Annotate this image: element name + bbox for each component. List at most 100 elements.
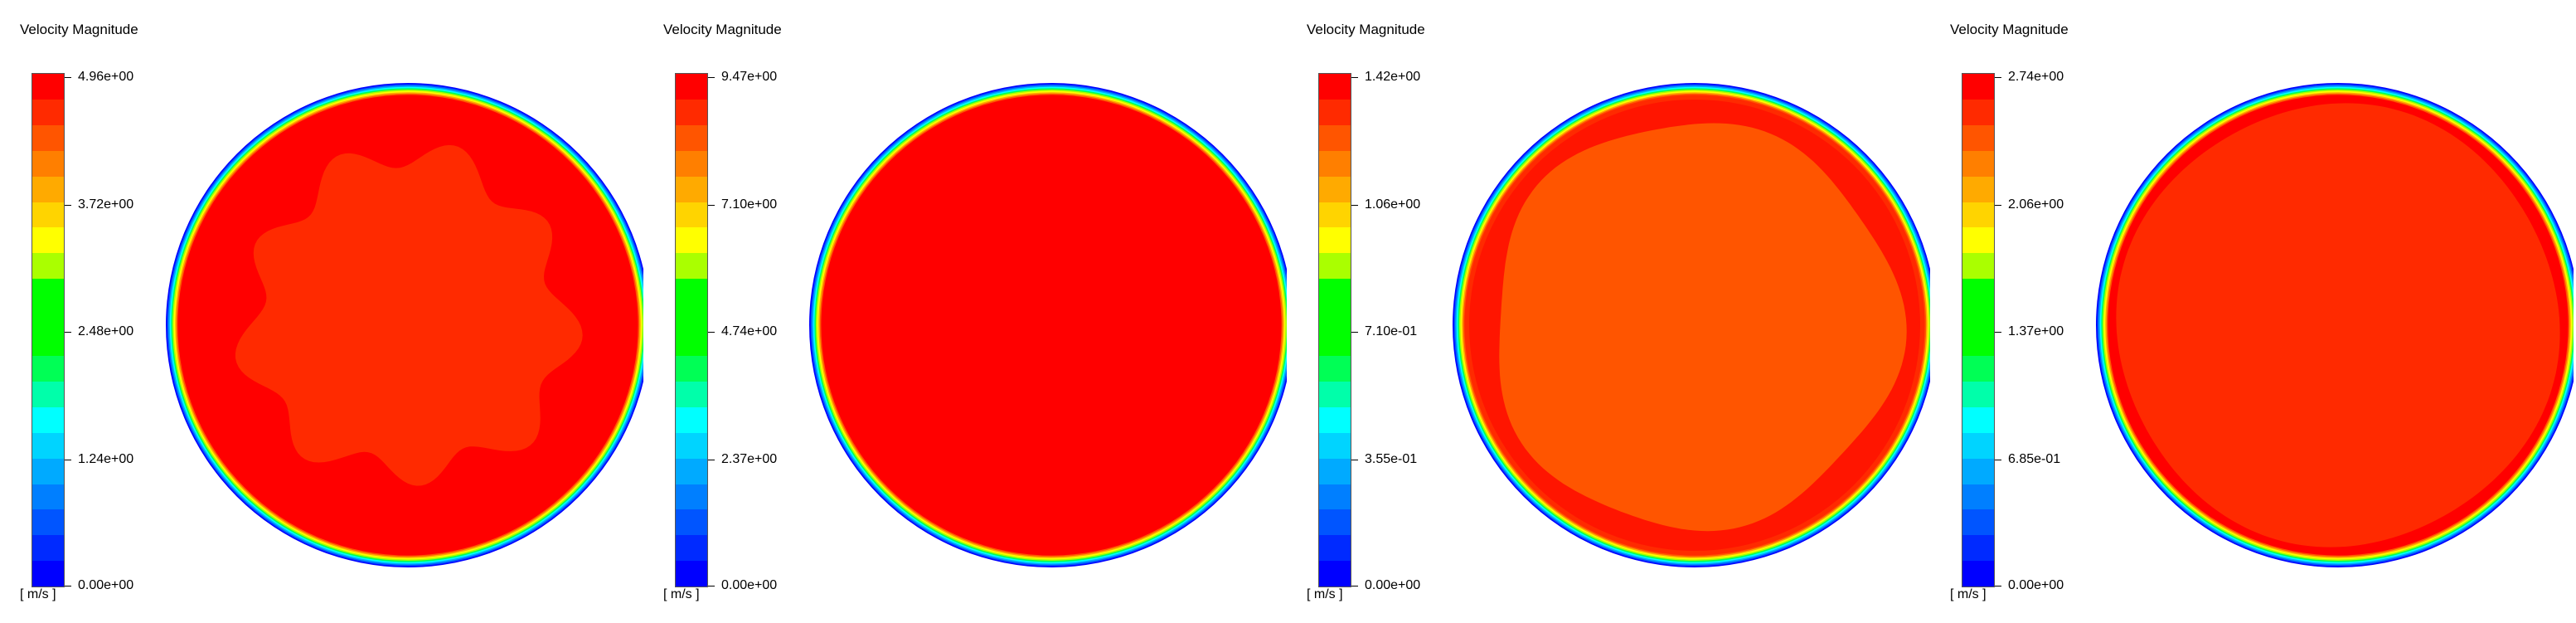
legend-title: Velocity Magnitude bbox=[1950, 22, 2069, 37]
legend-color-segment bbox=[32, 202, 64, 228]
legend-tick-max: 1.42e+00 bbox=[1365, 70, 1421, 84]
legend-color-segment bbox=[1962, 304, 1994, 331]
legend-unit: [ m/s ] bbox=[20, 587, 56, 601]
legend-color-segment bbox=[1962, 561, 1994, 587]
legend-color-segment bbox=[676, 330, 707, 356]
legend-color-segment bbox=[676, 458, 707, 484]
legend-color-segment bbox=[1319, 176, 1351, 202]
legend-color-segment bbox=[1319, 535, 1351, 562]
legend-color-segment bbox=[1962, 202, 1994, 228]
legend-tick-mid: 1.37e+00 bbox=[2008, 324, 2064, 338]
legend-color-segment bbox=[1962, 74, 1994, 100]
legend-color-segment bbox=[32, 124, 64, 151]
legend-color-segment bbox=[32, 535, 64, 562]
legend-color-segment bbox=[676, 535, 707, 562]
legend-color-segment bbox=[1319, 458, 1351, 484]
legend-color-segment bbox=[32, 99, 64, 125]
legend-tick-q3: 1.06e+00 bbox=[1365, 197, 1421, 212]
contour-panel-4: Velocity Magnitude 2.74e+00 2.06e+00 1.3… bbox=[1930, 0, 2574, 623]
legend-color-segment bbox=[32, 150, 64, 177]
legend-tick-mark bbox=[708, 77, 715, 78]
legend-color-segment bbox=[32, 406, 64, 433]
legend-tick-mark bbox=[65, 77, 71, 78]
legend-color-segment bbox=[1962, 509, 1994, 536]
legend-color-segment bbox=[1962, 458, 1994, 484]
velocity-contour-disk bbox=[1453, 83, 1930, 567]
legend-color-segment bbox=[1319, 484, 1351, 510]
contour-panel-3: Velocity Magnitude 1.42e+00 1.06e+00 7.1… bbox=[1287, 0, 1930, 623]
legend-color-segment bbox=[32, 74, 64, 100]
legend-color-segment bbox=[676, 150, 707, 177]
legend-color-segment bbox=[1962, 330, 1994, 356]
legend-color-segment bbox=[676, 74, 707, 100]
legend-tick-mark bbox=[1995, 332, 2001, 333]
legend-color-segment bbox=[32, 381, 64, 407]
legend-color-segment bbox=[1319, 304, 1351, 331]
color-legend-bar bbox=[675, 73, 708, 587]
legend-color-segment bbox=[32, 561, 64, 587]
color-legend-bar bbox=[1318, 73, 1351, 587]
legend-tick-mark bbox=[1995, 77, 2001, 78]
legend-title: Velocity Magnitude bbox=[663, 22, 782, 37]
legend-tick-q1: 3.55e-01 bbox=[1365, 452, 1418, 466]
color-legend-bar bbox=[32, 73, 65, 587]
legend-color-segment bbox=[1962, 99, 1994, 125]
legend-tick-q1: 6.85e-01 bbox=[2008, 452, 2061, 466]
legend-color-segment bbox=[32, 330, 64, 356]
legend-color-segment bbox=[1319, 355, 1351, 382]
contour-panel-2: Velocity Magnitude 9.47e+00 7.10e+00 4.7… bbox=[643, 0, 1287, 623]
legend-color-segment bbox=[1962, 124, 1994, 151]
velocity-contour-disk bbox=[809, 83, 1287, 567]
velocity-contour-disk bbox=[2096, 83, 2574, 567]
legend-color-segment bbox=[1319, 150, 1351, 177]
legend-color-segment bbox=[676, 99, 707, 125]
legend-color-segment bbox=[32, 176, 64, 202]
legend-color-segment bbox=[1319, 381, 1351, 407]
legend-color-segment bbox=[676, 406, 707, 433]
legend-color-segment bbox=[1962, 484, 1994, 510]
legend-color-segment bbox=[676, 561, 707, 587]
legend-tick-q3: 3.72e+00 bbox=[78, 197, 134, 212]
legend-color-segment bbox=[1962, 535, 1994, 562]
legend-color-segment bbox=[676, 304, 707, 331]
legend-unit: [ m/s ] bbox=[1950, 587, 1987, 601]
legend-tick-mark bbox=[708, 205, 715, 206]
legend-color-segment bbox=[676, 176, 707, 202]
velocity-contour-region bbox=[2116, 103, 2560, 548]
legend-color-segment bbox=[32, 304, 64, 331]
legend-tick-q1: 2.37e+00 bbox=[721, 452, 778, 466]
legend-tick-mark bbox=[708, 332, 715, 333]
legend-color-segment bbox=[676, 509, 707, 536]
legend-tick-q3: 2.06e+00 bbox=[2008, 197, 2064, 212]
legend-tick-max: 9.47e+00 bbox=[721, 70, 778, 84]
legend-color-segment bbox=[1319, 561, 1351, 587]
legend-color-segment bbox=[1319, 279, 1351, 305]
legend-tick-min: 0.00e+00 bbox=[721, 578, 778, 592]
legend-tick-mark bbox=[1351, 332, 1358, 333]
legend-color-segment bbox=[676, 279, 707, 305]
legend-tick-max: 4.96e+00 bbox=[78, 70, 134, 84]
legend-color-segment bbox=[676, 253, 707, 280]
legend-color-segment bbox=[1962, 406, 1994, 433]
legend-color-segment bbox=[1319, 227, 1351, 254]
legend-tick-mark bbox=[65, 205, 71, 206]
legend-color-segment bbox=[1319, 406, 1351, 433]
legend-tick-q1: 1.24e+00 bbox=[78, 452, 134, 466]
legend-color-segment bbox=[676, 381, 707, 407]
legend-color-segment bbox=[32, 432, 64, 459]
legend-tick-min: 0.00e+00 bbox=[1365, 578, 1421, 592]
legend-color-segment bbox=[1962, 227, 1994, 254]
legend-title: Velocity Magnitude bbox=[20, 22, 138, 37]
legend-color-segment bbox=[1962, 432, 1994, 459]
legend-tick-mid: 7.10e-01 bbox=[1365, 324, 1418, 338]
contour-panel-1: Velocity Magnitude 4.96e+00 3.72e+00 2.4… bbox=[0, 0, 643, 623]
legend-color-segment bbox=[1319, 432, 1351, 459]
legend-color-segment bbox=[1962, 355, 1994, 382]
legend-tick-mark bbox=[65, 332, 71, 333]
velocity-contour-region bbox=[235, 144, 583, 486]
legend-color-segment bbox=[1962, 176, 1994, 202]
legend-tick-mark bbox=[1351, 205, 1358, 206]
legend-color-segment bbox=[32, 279, 64, 305]
legend-tick-min: 0.00e+00 bbox=[78, 578, 134, 592]
legend-tick-mid: 4.74e+00 bbox=[721, 324, 778, 338]
